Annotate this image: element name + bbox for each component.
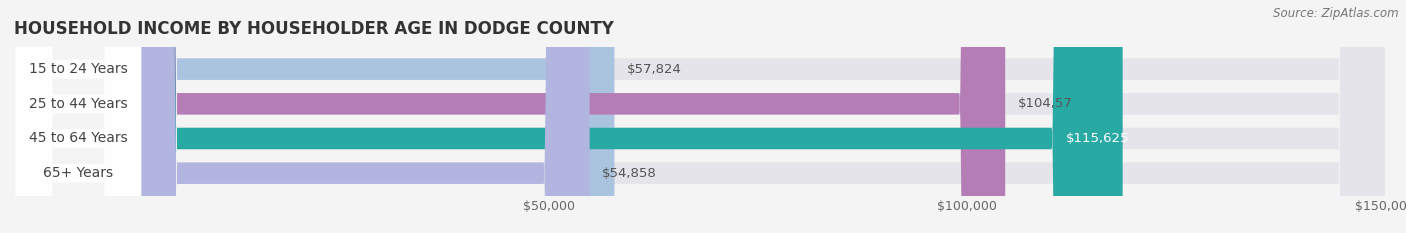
Text: HOUSEHOLD INCOME BY HOUSEHOLDER AGE IN DODGE COUNTY: HOUSEHOLD INCOME BY HOUSEHOLDER AGE IN D… bbox=[14, 20, 614, 38]
Text: 65+ Years: 65+ Years bbox=[44, 166, 114, 180]
FancyBboxPatch shape bbox=[131, 0, 1385, 233]
Text: Source: ZipAtlas.com: Source: ZipAtlas.com bbox=[1274, 7, 1399, 20]
Text: 25 to 44 Years: 25 to 44 Years bbox=[30, 97, 128, 111]
FancyBboxPatch shape bbox=[131, 0, 1385, 233]
FancyBboxPatch shape bbox=[131, 0, 1385, 233]
FancyBboxPatch shape bbox=[1073, 0, 1122, 233]
Text: $104,577: $104,577 bbox=[1018, 97, 1081, 110]
FancyBboxPatch shape bbox=[15, 0, 141, 233]
FancyBboxPatch shape bbox=[15, 0, 141, 233]
FancyBboxPatch shape bbox=[131, 0, 1098, 233]
FancyBboxPatch shape bbox=[131, 0, 1385, 233]
FancyBboxPatch shape bbox=[15, 0, 141, 233]
Text: $57,824: $57,824 bbox=[627, 63, 682, 76]
Text: $115,625: $115,625 bbox=[1066, 132, 1129, 145]
FancyBboxPatch shape bbox=[131, 0, 1005, 233]
FancyBboxPatch shape bbox=[131, 0, 589, 233]
Text: $54,858: $54,858 bbox=[602, 167, 657, 180]
Text: 45 to 64 Years: 45 to 64 Years bbox=[30, 131, 128, 145]
FancyBboxPatch shape bbox=[15, 0, 141, 233]
Text: 15 to 24 Years: 15 to 24 Years bbox=[30, 62, 128, 76]
FancyBboxPatch shape bbox=[131, 0, 614, 233]
